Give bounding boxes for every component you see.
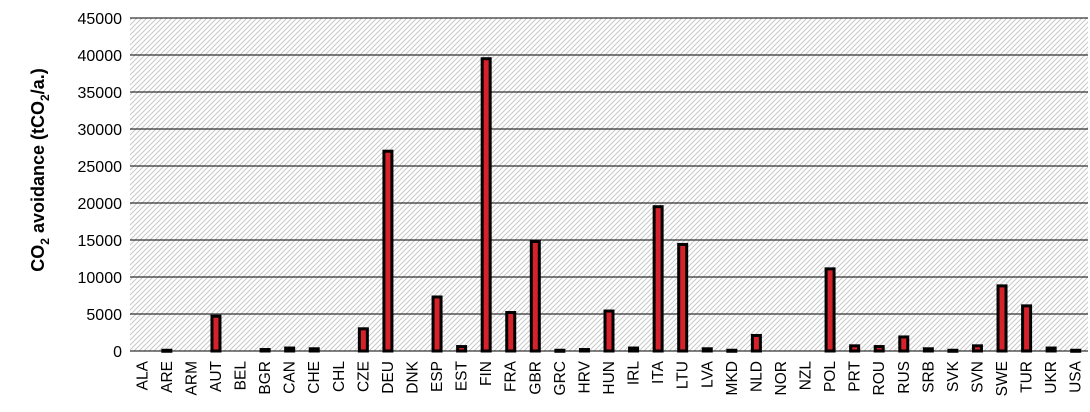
x-tick-label: SWE xyxy=(994,361,1011,396)
y-tick-label: 0 xyxy=(113,344,122,361)
x-tick-label: BGR xyxy=(257,361,274,395)
y-tick-label: 10000 xyxy=(78,270,123,287)
x-tick-label: ITA xyxy=(650,360,667,384)
x-tick-label: CZE xyxy=(355,361,372,392)
x-tick-label: ARM xyxy=(183,361,200,395)
x-tick-label: ESP xyxy=(429,361,446,392)
x-tick-label: GRC xyxy=(552,361,569,395)
x-tick-label: EST xyxy=(454,360,471,391)
y-tick-label: 40000 xyxy=(78,48,123,65)
x-tick-label: BEL xyxy=(233,361,250,391)
bar-esp xyxy=(431,295,443,353)
x-tick-label: DNK xyxy=(404,360,421,393)
bar-svk xyxy=(947,348,959,353)
y-tick-label: 25000 xyxy=(78,159,123,176)
bar-usa xyxy=(1070,348,1082,353)
bar-irl xyxy=(628,346,640,353)
x-tick-label: DEU xyxy=(380,361,397,394)
bar-can xyxy=(284,346,296,353)
x-tick-label: TUR xyxy=(1019,361,1036,393)
bar-deu xyxy=(382,149,394,353)
x-tick-label: GBR xyxy=(527,361,544,395)
x-tick-label: LVA xyxy=(699,360,716,388)
bar-ukr xyxy=(1045,346,1057,353)
x-tick-label: AUT xyxy=(208,360,225,392)
bar-mkd xyxy=(726,348,738,353)
bar-svn xyxy=(971,344,983,353)
x-tick-label: CHE xyxy=(306,361,323,394)
x-tick-label: NOR xyxy=(773,361,790,395)
x-tick-label: MKD xyxy=(724,361,741,395)
x-tick-label: RUS xyxy=(896,361,913,394)
x-tick-label: NLD xyxy=(748,361,765,392)
bars xyxy=(161,57,1082,353)
bar-aut xyxy=(210,314,222,353)
bar-swe xyxy=(996,284,1008,353)
y-tick-label: 15000 xyxy=(78,233,123,250)
bar-rou xyxy=(873,345,885,353)
y-axis-label: CO2 avoidance (tCO2/a.) xyxy=(28,68,52,271)
bar-che xyxy=(308,347,320,353)
x-tick-label: FRA xyxy=(503,360,520,392)
bar-lva xyxy=(701,347,713,353)
bar-hun xyxy=(603,309,615,353)
x-tick-label: POL xyxy=(822,361,839,392)
y-tick-label: 35000 xyxy=(78,85,123,102)
gridlines xyxy=(130,17,1088,352)
bar-fin xyxy=(480,57,492,353)
x-tick-label: FIN xyxy=(478,361,495,386)
bar-est xyxy=(456,345,468,353)
x-tick-label: HRV xyxy=(576,360,593,393)
bar-gbr xyxy=(529,239,541,353)
plot-area xyxy=(130,18,1088,351)
bar-fra xyxy=(505,311,517,353)
x-tick-label: ALA xyxy=(134,360,151,390)
bar-cze xyxy=(357,327,369,353)
x-axis-ticks: ALA ARE ARM AUT BEL BGR CAN CHE CHL CZE DEU DNK ESP E… xyxy=(134,360,1084,396)
y-tick-label: 30000 xyxy=(78,122,123,139)
x-tick-label: SVN xyxy=(969,361,986,393)
bar-hrv xyxy=(578,348,590,353)
x-tick-label: USA xyxy=(1068,360,1085,393)
bar-rus xyxy=(898,335,910,353)
x-tick-label: ROU xyxy=(871,361,888,395)
x-tick-label: CHL xyxy=(331,361,348,392)
x-tick-label: PRT xyxy=(847,360,864,391)
bar-prt xyxy=(849,344,861,353)
y-tick-label: 5000 xyxy=(86,307,122,324)
bar-ita xyxy=(652,205,664,353)
y-axis-ticks: 0 5000 10000 15000 20000 25000 30000 35000 40000… xyxy=(78,11,123,361)
bar-ltu xyxy=(677,242,689,353)
bar-srb xyxy=(922,347,934,353)
x-tick-label: LTU xyxy=(675,361,692,389)
bar-are xyxy=(161,348,173,353)
x-tick-label: SRB xyxy=(920,361,937,393)
bar-bgr xyxy=(259,348,271,353)
x-tick-label: NZL xyxy=(798,361,815,391)
y-tick-label: 20000 xyxy=(78,196,123,213)
y-tick-label: 45000 xyxy=(78,11,123,28)
x-tick-label: HUN xyxy=(601,361,618,395)
x-tick-label: ARE xyxy=(159,361,176,393)
bar-nld xyxy=(750,333,762,353)
x-tick-label: IRL xyxy=(626,361,643,386)
x-tick-label: CAN xyxy=(282,361,299,394)
bar-pol xyxy=(824,267,836,353)
x-tick-label: UKR xyxy=(1043,361,1060,394)
bar-tur xyxy=(1021,304,1033,353)
bar-grc xyxy=(554,348,566,353)
x-tick-label: SVK xyxy=(945,360,962,392)
